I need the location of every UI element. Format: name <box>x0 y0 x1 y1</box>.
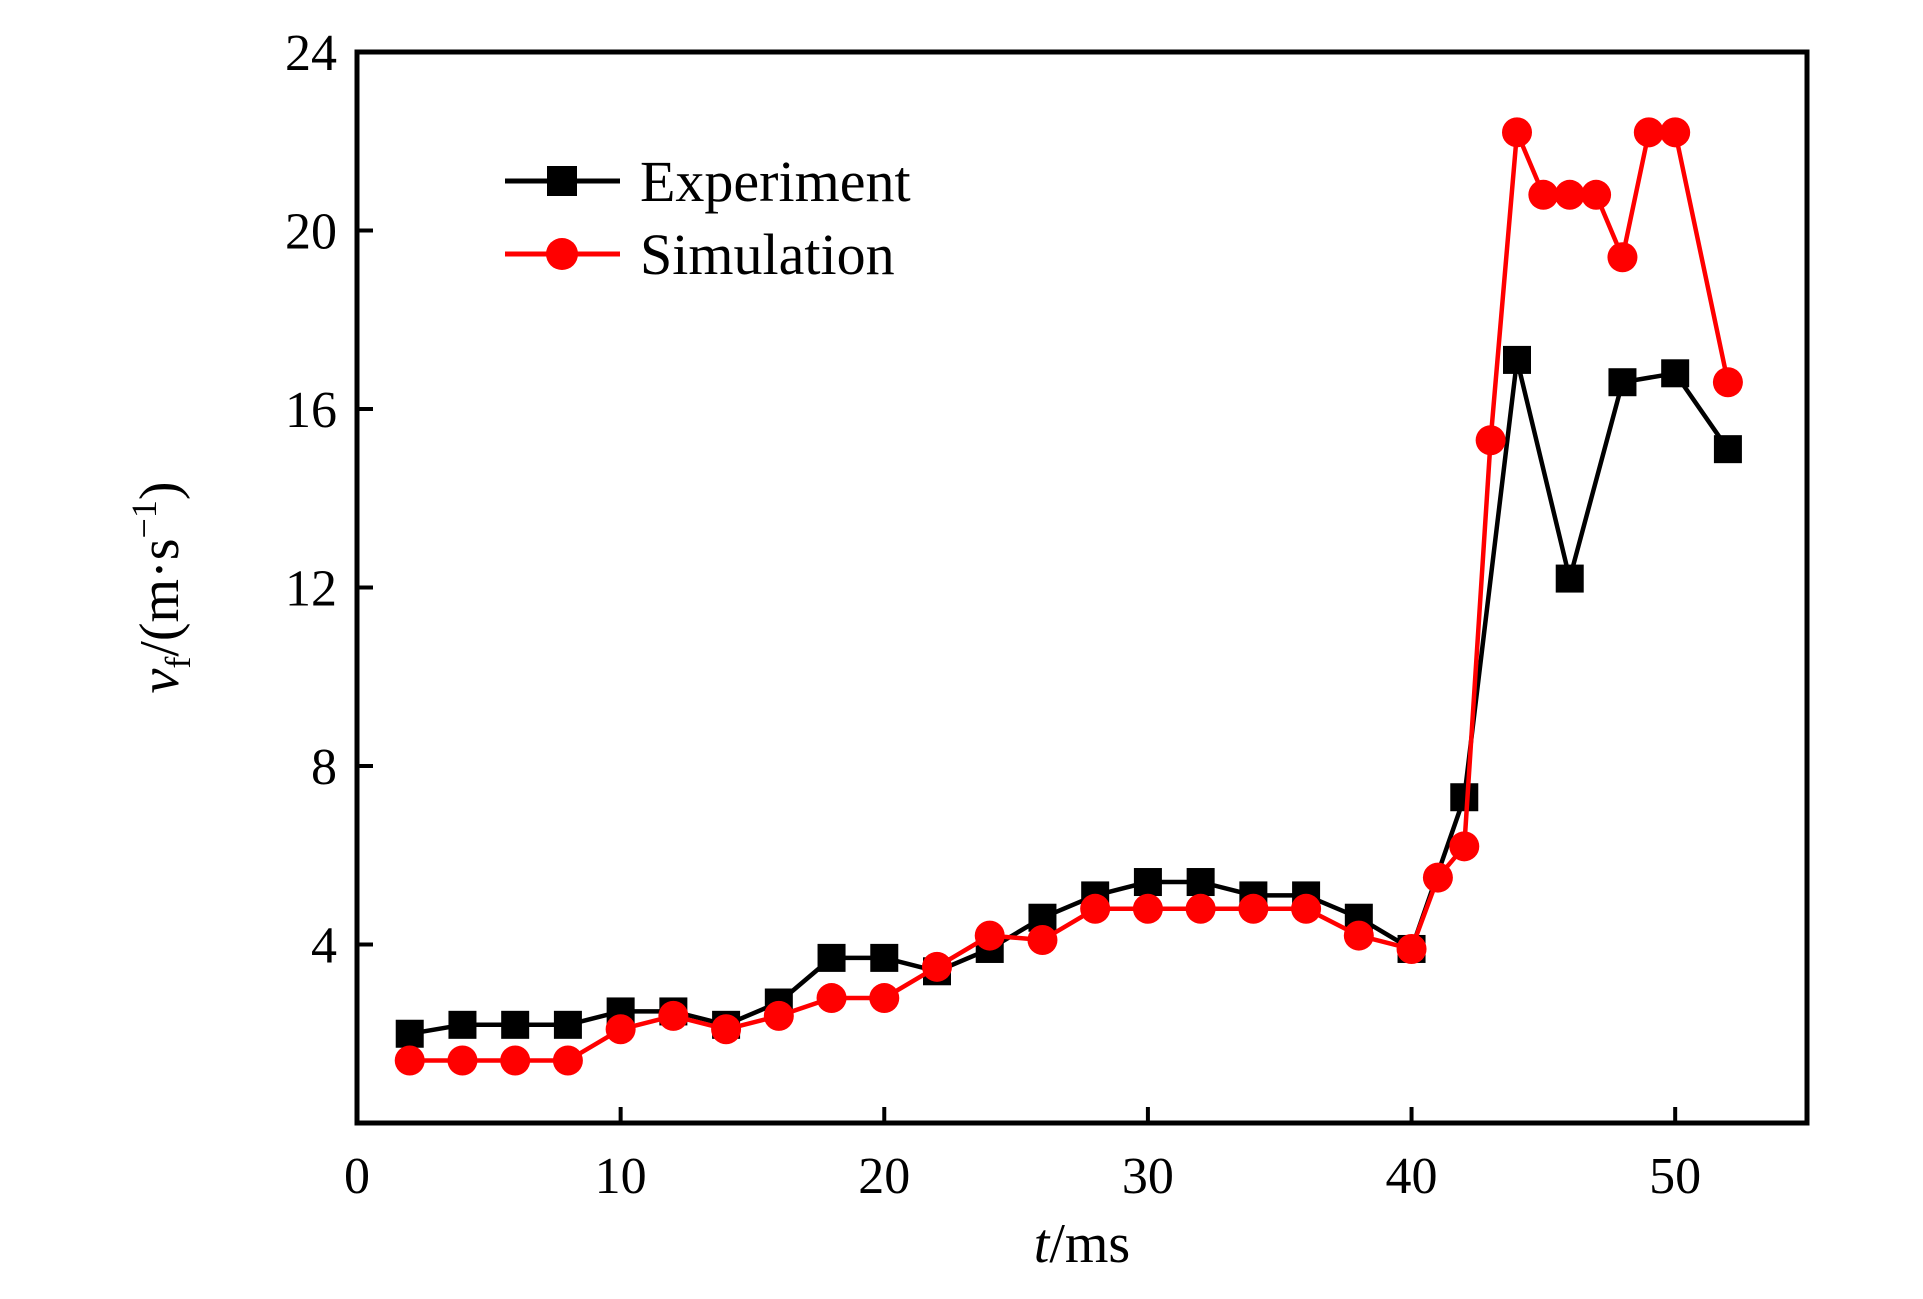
point-experiment-21 <box>1503 345 1531 374</box>
point-simulation-16 <box>1238 893 1269 924</box>
y-axis-unit-start: /(m·s <box>129 538 191 656</box>
x-tick-label-2: 20 <box>858 1148 910 1205</box>
series-line-experiment <box>409 357 1730 1037</box>
x-axis-unit: /ms <box>1049 1213 1130 1275</box>
legend-label-simulation: Simulation <box>640 222 895 287</box>
point-experiment-25 <box>1713 435 1742 464</box>
point-experiment-23 <box>1608 368 1637 397</box>
point-simulation-0 <box>394 1045 425 1076</box>
point-simulation-25 <box>1554 179 1585 210</box>
point-experiment-15 <box>1186 868 1215 897</box>
point-experiment-20 <box>1450 783 1479 812</box>
y-tick-label-2: 12 <box>285 561 337 618</box>
point-simulation-29 <box>1660 117 1691 148</box>
point-simulation-12 <box>1027 925 1058 956</box>
point-simulation-8 <box>816 983 847 1014</box>
point-simulation-17 <box>1291 893 1322 924</box>
y-tick-label-1: 8 <box>311 739 337 796</box>
x-axis-label: t/ms <box>1034 1213 1130 1275</box>
x-tick-label-1: 10 <box>595 1148 647 1205</box>
point-simulation-22 <box>1475 425 1506 456</box>
point-simulation-5 <box>658 1000 689 1031</box>
point-simulation-1 <box>447 1045 478 1076</box>
series-line-simulation <box>409 130 1731 1063</box>
point-experiment-24 <box>1661 359 1690 388</box>
point-simulation-14 <box>1132 893 1163 924</box>
plot-frame <box>354 49 1810 1126</box>
series-layer <box>394 117 1743 1076</box>
point-simulation-24 <box>1528 179 1559 210</box>
point-simulation-2 <box>500 1045 531 1076</box>
y-tick-label-3: 16 <box>285 382 337 439</box>
y-axis-subscript: f <box>158 657 198 669</box>
x-axis-variable: t <box>1034 1213 1051 1275</box>
point-experiment-14 <box>1133 868 1162 897</box>
point-simulation-19 <box>1396 933 1427 964</box>
point-simulation-18 <box>1343 920 1374 951</box>
y-axis-superscript: −1 <box>124 500 164 538</box>
y-tick-label-0: 4 <box>311 918 337 975</box>
point-simulation-28 <box>1633 117 1664 148</box>
legend: Experiment Simulation <box>505 149 911 287</box>
point-experiment-3 <box>553 1010 582 1039</box>
point-experiment-9 <box>870 943 899 972</box>
axis-ticks: 0 10 20 30 40 50 4 8 12 16 20 24 <box>285 25 1701 1205</box>
y-tick-label-5: 24 <box>285 25 337 82</box>
y-axis-label: vf/(m·s−1) <box>124 481 198 693</box>
x-tick-label-5: 50 <box>1649 1148 1701 1205</box>
legend-marker-simulation <box>546 238 578 270</box>
legend-marker-experiment <box>547 166 577 196</box>
point-experiment-8 <box>817 943 846 972</box>
point-simulation-30 <box>1712 367 1743 398</box>
y-axis-unit-end: ) <box>129 481 191 500</box>
point-simulation-4 <box>605 1014 636 1045</box>
point-simulation-3 <box>552 1045 583 1076</box>
point-simulation-26 <box>1581 179 1612 210</box>
point-simulation-10 <box>922 951 952 982</box>
point-experiment-1 <box>448 1010 477 1039</box>
point-simulation-11 <box>974 920 1005 951</box>
point-simulation-13 <box>1080 893 1111 924</box>
point-experiment-2 <box>501 1010 530 1039</box>
y-axis-variable: v <box>129 669 191 694</box>
point-experiment-0 <box>395 1019 424 1048</box>
point-simulation-21 <box>1449 831 1480 862</box>
point-simulation-9 <box>869 983 900 1014</box>
point-simulation-7 <box>763 1000 794 1031</box>
point-simulation-6 <box>711 1014 742 1045</box>
point-simulation-27 <box>1607 242 1638 273</box>
point-simulation-23 <box>1502 117 1532 148</box>
point-experiment-22 <box>1555 564 1584 593</box>
legend-label-experiment: Experiment <box>640 149 911 214</box>
y-tick-label-4: 20 <box>285 204 337 261</box>
point-simulation-15 <box>1185 893 1216 924</box>
x-tick-label-4: 40 <box>1386 1148 1438 1205</box>
point-simulation-20 <box>1422 862 1453 893</box>
x-tick-label-0: 0 <box>344 1148 370 1205</box>
x-tick-label-3: 30 <box>1122 1148 1174 1205</box>
